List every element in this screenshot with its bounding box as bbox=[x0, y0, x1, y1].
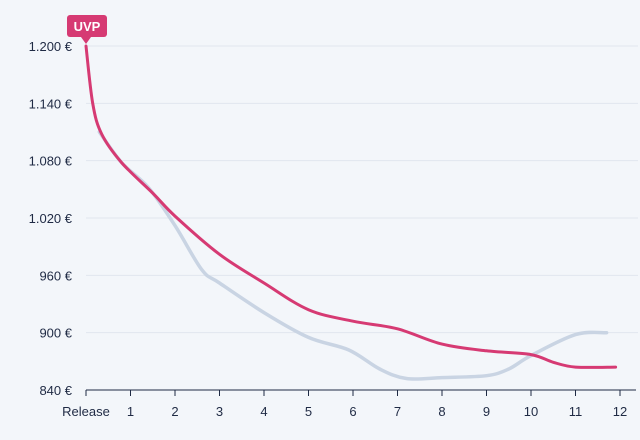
y-tick-label: 840 € bbox=[39, 383, 72, 398]
x-tick-label: 11 bbox=[569, 404, 583, 419]
x-tick-label: 3 bbox=[216, 404, 223, 419]
x-tick-label: Release bbox=[62, 404, 110, 419]
x-tick-label: 4 bbox=[260, 404, 267, 419]
y-tick-label: 960 € bbox=[39, 268, 72, 283]
x-tick-label: 9 bbox=[483, 404, 490, 419]
y-tick-label: 1.020 € bbox=[29, 211, 73, 226]
uvp-badge-label: UVP bbox=[74, 19, 101, 34]
price-line bbox=[84, 44, 618, 369]
x-tick-label: 7 bbox=[394, 404, 401, 419]
x-tick-label: 5 bbox=[305, 404, 312, 419]
x-tick-label: 10 bbox=[524, 404, 538, 419]
y-tick-label: 900 € bbox=[39, 326, 72, 341]
x-tick-label: 2 bbox=[171, 404, 178, 419]
y-tick-label: 1.080 € bbox=[29, 154, 73, 169]
x-tick-label: 8 bbox=[438, 404, 445, 419]
uvp-badge-pointer bbox=[81, 37, 91, 44]
y-tick-label: 1.200 € bbox=[29, 39, 73, 54]
x-tick-label: 1 bbox=[127, 404, 134, 419]
comparison-line bbox=[97, 130, 609, 381]
x-tick-label: 12 bbox=[613, 404, 627, 419]
y-tick-label: 1.140 € bbox=[29, 96, 73, 111]
uvp-badge bbox=[67, 15, 107, 37]
x-tick-label: 6 bbox=[349, 404, 356, 419]
